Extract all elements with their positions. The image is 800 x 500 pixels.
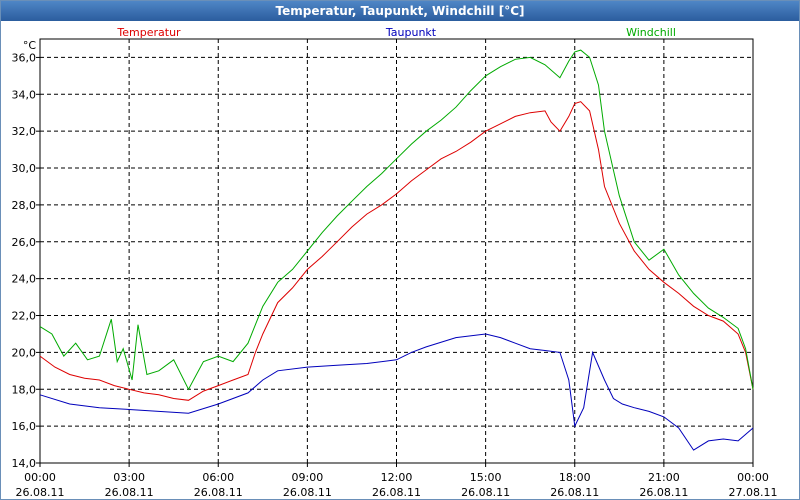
x-tick-time: 21:00 [648,471,680,484]
legend-windchill: Windchill [626,26,676,39]
x-tick-date: 26.08.11 [639,486,688,499]
x-tick-date: 26.08.11 [16,486,65,499]
y-tick-label: 22,0 [12,310,37,323]
x-tick-time: 03:00 [113,471,145,484]
grid [40,39,753,464]
x-tick-time: 00:00 [24,471,56,484]
series-group [39,49,754,451]
series-temperatur [39,101,754,401]
x-tick-time: 00:00 [737,471,769,484]
legend: Temperatur Taupunkt Windchill [116,26,676,39]
y-axis-unit: °C [23,39,37,52]
window-title: Temperatur, Taupunkt, Windchill [°C] [1,1,799,21]
series-windchill [39,49,754,391]
y-tick-label: 26,0 [12,236,37,249]
y-tick-label: 18,0 [12,383,37,396]
axis-ticks: 14,0 16,0 18,0 20,0 22,0 24,0 26,0 28,0 30,0 32,0… [12,39,778,499]
series-taupunkt [39,333,754,451]
x-tick-time: 15:00 [470,471,502,484]
y-tick-label: 14,0 [12,457,37,470]
x-tick-date: 26.08.11 [461,486,510,499]
y-tick-label: 20,0 [12,346,37,359]
x-tick-date: 27.08.11 [729,486,778,499]
x-tick-date: 26.08.11 [105,486,154,499]
x-tick-time: 18:00 [559,471,591,484]
x-tick-time: 06:00 [202,471,234,484]
x-tick-date: 26.08.11 [194,486,243,499]
x-tick-time: 09:00 [292,471,324,484]
legend-temperatur: Temperatur [116,26,181,39]
x-tick-date: 26.08.11 [550,486,599,499]
x-tick-date: 26.08.11 [372,486,421,499]
legend-taupunkt: Taupunkt [385,26,437,39]
x-tick-time: 12:00 [381,471,413,484]
y-tick-label: 34,0 [12,88,37,101]
y-tick-label: 24,0 [12,273,37,286]
y-tick-label: 28,0 [12,199,37,212]
y-tick-label: 30,0 [12,162,37,175]
y-tick-label: 16,0 [12,420,37,433]
line-chart: 14,0 16,0 18,0 20,0 22,0 24,0 26,0 28,0 30,0 32,0… [12,26,778,499]
y-tick-label: 36,0 [12,51,37,64]
y-tick-label: 32,0 [12,125,37,138]
x-tick-date: 26.08.11 [283,486,332,499]
